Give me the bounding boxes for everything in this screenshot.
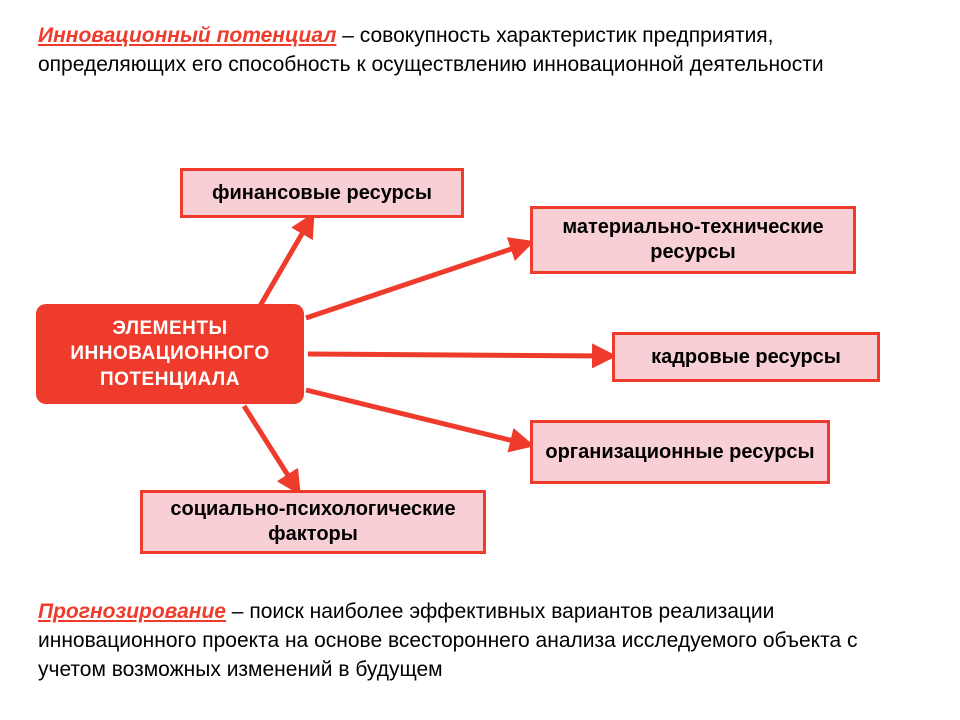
node-label: материально-технические ресурсы [541,215,845,265]
outro-paragraph: Прогнозирование – поиск наиболее эффекти… [38,598,922,685]
intro-term: Инновационный потенциал [38,24,336,47]
node-label: кадровые ресурсы [651,345,841,370]
edge-arrow [308,354,608,356]
node-org: организационные ресурсы [530,420,830,484]
node-label: организационные ресурсы [545,440,814,465]
node-fin: финансовые ресурсы [180,168,464,218]
edge-arrow [244,406,296,488]
hub-node: ЭЛЕМЕНТЫ ИННОВАЦИОННОГО ПОТЕНЦИАЛА [36,304,304,404]
edge-arrow [306,390,526,444]
diagram-canvas: Инновационный потенциал – совокупность х… [0,0,960,720]
edge-arrow [306,244,526,318]
hub-label: ЭЛЕМЕНТЫ ИННОВАЦИОННОГО ПОТЕНЦИАЛА [36,316,304,393]
node-label: финансовые ресурсы [212,181,432,206]
outro-term: Прогнозирование [38,600,226,623]
edge-arrow [260,220,310,306]
intro-paragraph: Инновационный потенциал – совокупность х… [38,22,922,80]
node-mat: материально-технические ресурсы [530,206,856,274]
node-soc: социально-психологические факторы [140,490,486,554]
node-kad: кадровые ресурсы [612,332,880,382]
node-label: социально-психологические факторы [151,497,475,547]
